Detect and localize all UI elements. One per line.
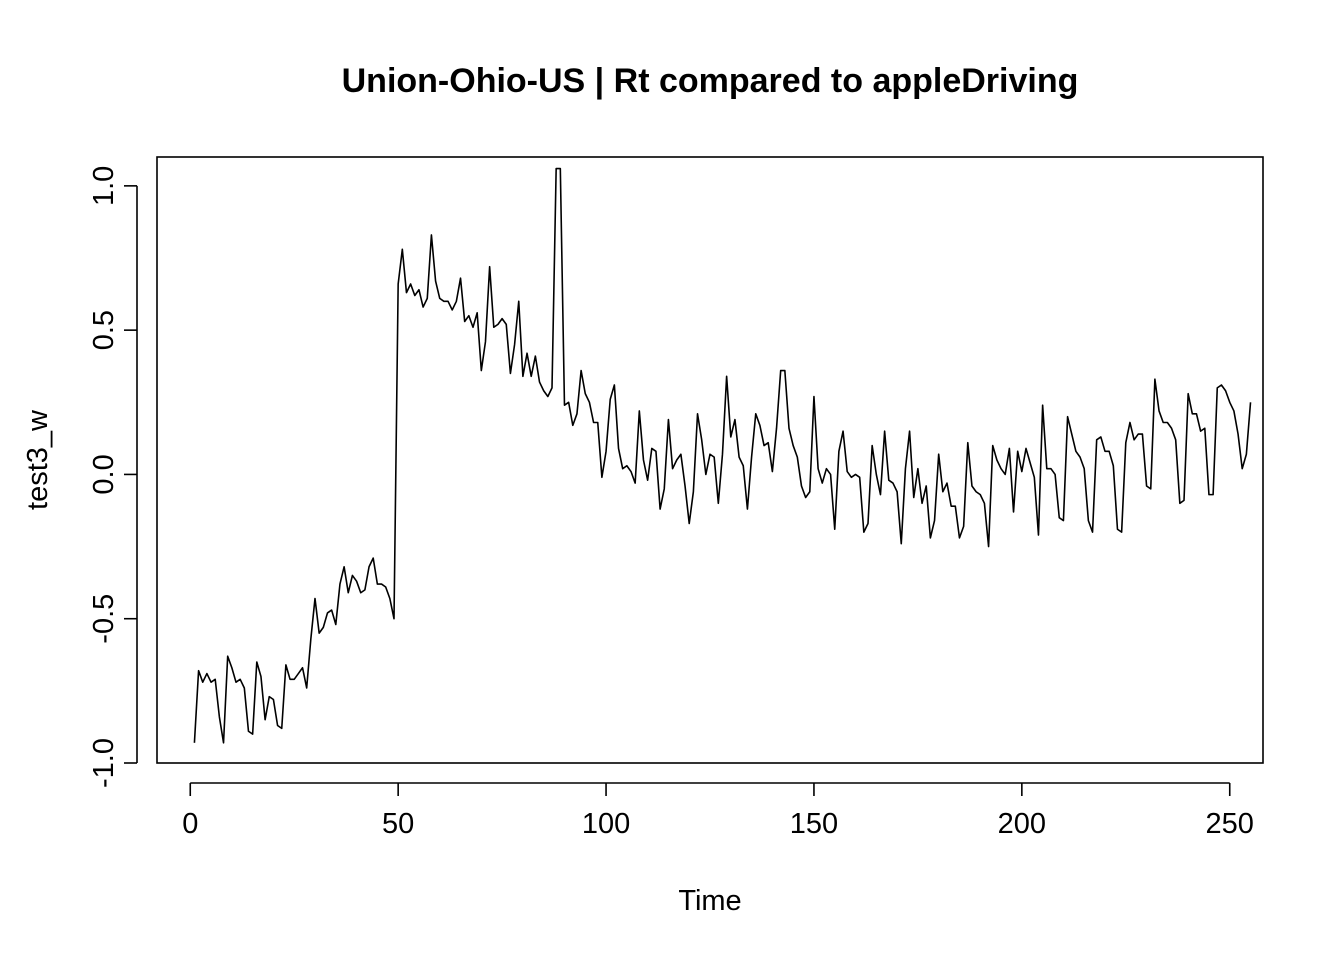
y-tick-label: -0.5 xyxy=(88,594,120,644)
x-tick-label: 250 xyxy=(1206,808,1254,840)
plot-frame xyxy=(156,156,1264,764)
x-axis: 0 50 100 150 200 250 xyxy=(182,782,1254,840)
y-axis-label: test3_w xyxy=(22,409,54,510)
y-tick-label: -1.0 xyxy=(88,738,120,788)
x-tick-label: 150 xyxy=(790,808,838,840)
y-tick-label: 0.5 xyxy=(88,310,120,350)
x-tick-label: 100 xyxy=(582,808,630,840)
y-axis: -1.0 -0.5 0.0 0.5 1.0 xyxy=(88,166,138,788)
x-axis-label: Time xyxy=(678,885,741,917)
series-line xyxy=(193,167,1252,744)
y-tick-label: 1.0 xyxy=(88,166,120,206)
y-tick-label: 0.0 xyxy=(88,454,120,494)
x-tick-label: 50 xyxy=(382,808,414,840)
chart-title: Union-Ohio-US | Rt compared to appleDriv… xyxy=(342,62,1079,100)
x-tick-label: 0 xyxy=(182,808,198,840)
x-tick-label: 200 xyxy=(998,808,1046,840)
